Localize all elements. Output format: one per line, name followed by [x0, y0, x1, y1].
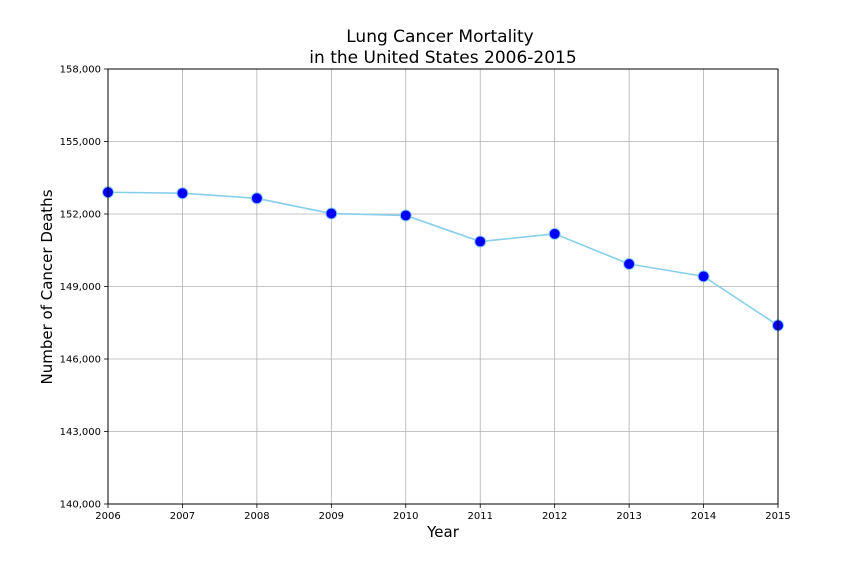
y-tick-label: 140,000: [60, 500, 101, 511]
y-tick-label: 149,000: [60, 282, 101, 293]
x-axis-label: Year: [426, 523, 460, 541]
chart-title-line-1: Lung Cancer Mortality: [346, 27, 534, 47]
x-tick-label: 2009: [319, 511, 344, 522]
data-point: [697, 270, 710, 283]
data-point: [548, 227, 561, 240]
data-point: [474, 235, 487, 248]
y-axis-label: Number of Cancer Deaths: [38, 189, 56, 384]
x-tick-label: 2013: [616, 511, 641, 522]
data-point: [623, 258, 636, 271]
x-tick-label: 2006: [95, 511, 120, 522]
y-tick-label: 152,000: [60, 210, 101, 221]
x-tick-label: 2007: [170, 511, 195, 522]
series-line: [107, 191, 779, 327]
data-point: [325, 207, 338, 220]
chart-title-line-2: in the United States 2006-2015: [309, 48, 576, 68]
data-point: [399, 209, 412, 222]
y-tick-label: 146,000: [60, 355, 101, 366]
x-tick-label: 2011: [467, 511, 492, 522]
y-tick-label: 143,000: [60, 427, 101, 438]
y-tick-label: 155,000: [60, 137, 101, 148]
data-point: [176, 187, 189, 200]
x-tick-label: 2010: [393, 511, 418, 522]
tick-group: 2006 2007 2008 2009 2010 2011 2012 2013 2014 2015…: [60, 65, 791, 523]
x-tick-label: 2014: [691, 511, 716, 522]
y-tick-label: 158,000: [60, 65, 101, 76]
x-tick-label: 2015: [765, 511, 790, 522]
series-group: [102, 186, 784, 332]
data-point: [250, 192, 263, 205]
x-tick-label: 2008: [244, 511, 269, 522]
x-tick-label: 2012: [542, 511, 567, 522]
